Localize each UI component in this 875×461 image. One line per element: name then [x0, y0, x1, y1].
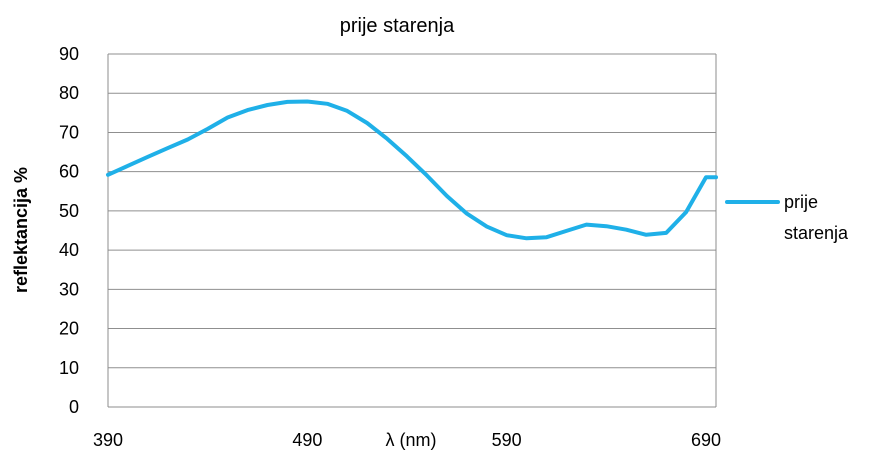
x-axis-title: λ (nm) — [386, 430, 437, 450]
y-tick-label: 60 — [59, 162, 79, 182]
y-tick-label: 20 — [59, 319, 79, 339]
y-tick-label: 40 — [59, 240, 79, 260]
x-tick-label: 690 — [691, 430, 721, 450]
y-tick-label: 30 — [59, 279, 79, 299]
x-tick-label: 390 — [93, 430, 123, 450]
chart-title: prije starenja — [340, 15, 455, 37]
y-tick-label: 80 — [59, 83, 79, 103]
series-lines — [106, 99, 718, 241]
y-tick-label: 0 — [69, 397, 79, 417]
gridlines — [107, 53, 717, 408]
y-tick-label: 90 — [59, 44, 79, 64]
x-tick-label: 590 — [492, 430, 522, 450]
x-tick-labels: 390 490 590 690 — [93, 430, 721, 450]
x-tick-label: 490 — [292, 430, 322, 450]
y-tick-label: 10 — [59, 358, 79, 378]
y-tick-label: 50 — [59, 201, 79, 221]
y-tick-label: 70 — [59, 122, 79, 142]
legend: prije starenja — [725, 192, 849, 243]
legend-label-line-2: starenja — [784, 223, 849, 243]
legend-label-line-1: prije — [784, 192, 818, 212]
y-axis-title: reflektancija % — [11, 167, 31, 293]
series-line — [106, 99, 718, 241]
y-tick-labels: 0 10 20 30 40 50 60 70 80 90 — [59, 44, 79, 417]
